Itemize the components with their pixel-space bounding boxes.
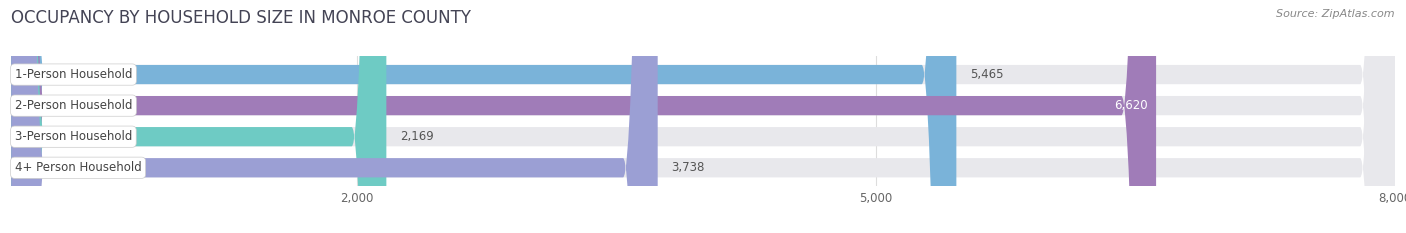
Text: 4+ Person Household: 4+ Person Household xyxy=(14,161,142,174)
FancyBboxPatch shape xyxy=(11,0,658,233)
Text: OCCUPANCY BY HOUSEHOLD SIZE IN MONROE COUNTY: OCCUPANCY BY HOUSEHOLD SIZE IN MONROE CO… xyxy=(11,9,471,27)
FancyBboxPatch shape xyxy=(11,0,1395,233)
Text: Source: ZipAtlas.com: Source: ZipAtlas.com xyxy=(1277,9,1395,19)
Text: 2,169: 2,169 xyxy=(401,130,434,143)
Text: 2-Person Household: 2-Person Household xyxy=(14,99,132,112)
FancyBboxPatch shape xyxy=(11,0,1395,233)
FancyBboxPatch shape xyxy=(11,0,956,233)
Text: 1-Person Household: 1-Person Household xyxy=(14,68,132,81)
Text: 3,738: 3,738 xyxy=(672,161,704,174)
FancyBboxPatch shape xyxy=(11,0,1395,233)
FancyBboxPatch shape xyxy=(11,0,1395,233)
FancyBboxPatch shape xyxy=(11,0,1156,233)
Text: 6,620: 6,620 xyxy=(1114,99,1147,112)
Text: 5,465: 5,465 xyxy=(970,68,1004,81)
FancyBboxPatch shape xyxy=(11,0,387,233)
Text: 3-Person Household: 3-Person Household xyxy=(14,130,132,143)
